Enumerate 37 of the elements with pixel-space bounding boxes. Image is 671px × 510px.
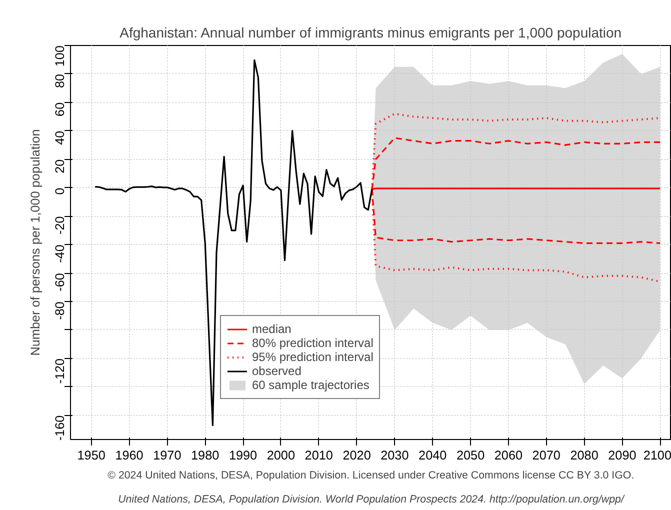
y-tick-label: -60 [53, 273, 67, 292]
legend-label: 80% prediction interval [252, 336, 374, 350]
legend-label: observed [252, 364, 302, 378]
chart-title: Afghanistan: Annual number of immigrants minus emigrants per 1,000 population [120, 24, 622, 40]
x-tick-label: 2100 [643, 448, 671, 462]
x-tick-label: 1990 [228, 448, 258, 462]
y-axis-title: Number of persons per 1,000 population [28, 129, 42, 356]
legend-label: median [252, 322, 292, 336]
x-tick-label: 2040 [418, 448, 447, 462]
x-tick-label: 2030 [380, 448, 409, 462]
y-tick-label: -20 [53, 216, 67, 234]
x-tick-label: 2020 [342, 448, 371, 462]
y-tick-label: 0 [53, 188, 67, 195]
x-tick-label: 2050 [456, 448, 485, 462]
text: © 2024 United Nations, DESA, Population Division. Licensed under Creative Commons license CC BY 3.0 IGO. [108, 470, 634, 482]
legend-label: 95% prediction interval [252, 350, 374, 364]
x-tick-label: 2070 [532, 448, 560, 462]
x-tick-label: 1960 [115, 448, 144, 462]
y-tick-label: 80 [53, 74, 67, 88]
x-tick-label: 2000 [266, 448, 296, 462]
y-tick-label: 40 [53, 130, 67, 145]
x-tick-label: 2090 [608, 448, 636, 462]
legend-label: 60 sample trajectories [252, 378, 370, 392]
y-tick-label: -120 [53, 358, 67, 384]
text: United Nations, DESA, Population Division. World Population Prospects 2024. http://population.un.org/wpp/ [118, 494, 625, 506]
y-tick-label: 60 [53, 102, 67, 116]
x-tick-label: 2060 [494, 448, 523, 462]
x-tick-label: 2080 [570, 448, 598, 462]
y-tick-label: -80 [53, 302, 67, 320]
y-tick-label: 100 [53, 45, 67, 67]
x-tick-label: 1970 [153, 448, 182, 462]
x-tick-label: 1950 [77, 448, 106, 462]
y-tick-label: 20 [53, 159, 67, 174]
x-tick-label: 2010 [304, 448, 333, 462]
y-tick-label: -160 [53, 415, 67, 441]
x-tick-label: 1980 [191, 448, 220, 462]
y-tick-label: -40 [53, 244, 67, 263]
